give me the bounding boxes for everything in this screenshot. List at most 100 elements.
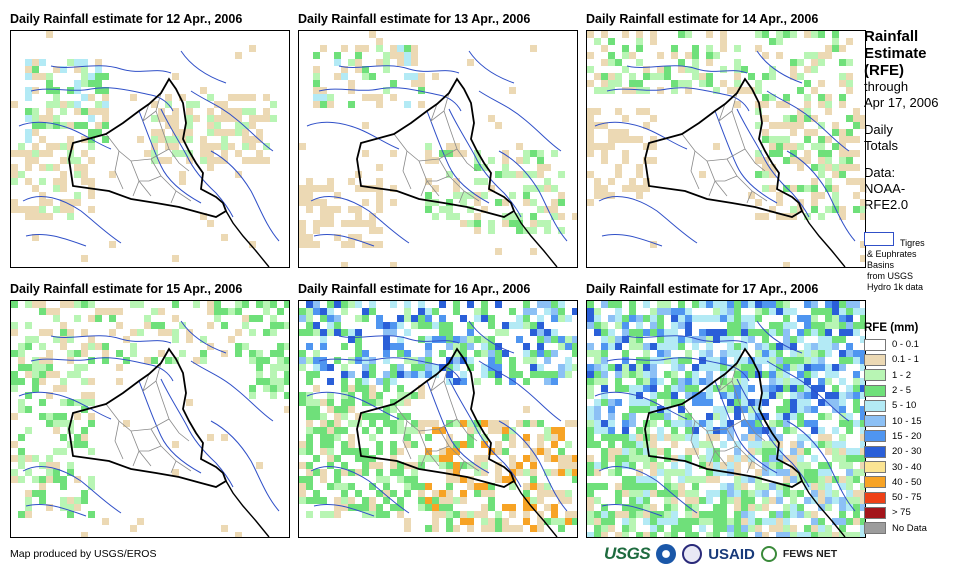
rainfall-cell: [67, 143, 74, 150]
rainfall-cell: [643, 399, 650, 406]
rainfall-cell: [397, 462, 404, 469]
rainfall-cell: [804, 364, 811, 371]
rainfall-cell: [797, 108, 804, 115]
rainfall-cell: [362, 371, 369, 378]
rainfall-cell: [713, 87, 720, 94]
rainfall-cell: [832, 192, 839, 199]
rainfall-cell: [678, 518, 685, 525]
rainfall-cell: [685, 385, 692, 392]
basin-boundary: [50, 65, 172, 74]
rainfall-cell: [481, 308, 488, 315]
rainfall-cell: [320, 308, 327, 315]
rainfall-cell: [853, 322, 860, 329]
rainfall-cell: [53, 420, 60, 427]
rainfall-cell: [797, 420, 804, 427]
rainfall-cell: [762, 136, 769, 143]
rainfall-cell: [825, 469, 832, 476]
rainfall-cell: [551, 490, 558, 497]
basin-boundary: [22, 465, 122, 514]
rainfall-cell: [411, 476, 418, 483]
rainfall-cell: [460, 343, 467, 350]
rainfall-cell: [502, 504, 509, 511]
rainfall-cell: [481, 164, 488, 171]
rainfall-cell: [636, 164, 643, 171]
rainfall-cell: [32, 371, 39, 378]
rainfall-cell: [825, 448, 832, 455]
rainfall-cell: [362, 497, 369, 504]
rainfall-cell: [860, 255, 865, 262]
rainfall-cell: [769, 164, 776, 171]
rainfall-cell: [425, 178, 432, 185]
rainfall-cell: [67, 59, 74, 66]
rainfall-cell: [411, 322, 418, 329]
rainfall-cell: [818, 504, 825, 511]
rainfall-cell: [853, 511, 860, 518]
rainfall-cell: [446, 206, 453, 213]
rainfall-cell: [390, 448, 397, 455]
rainfall-cell: [516, 213, 523, 220]
rainfall-cell: [341, 301, 348, 308]
rainfall-cell: [509, 462, 516, 469]
rainfall-cell: [811, 490, 818, 497]
rainfall-cell: [727, 434, 734, 441]
rainfall-cell: [130, 525, 137, 532]
rainfall-cell: [615, 301, 622, 308]
rainfall-cell: [615, 448, 622, 455]
rainfall-cell: [509, 434, 516, 441]
rainfall-cell: [755, 213, 762, 220]
rainfall-cell: [558, 199, 565, 206]
rainfall-cell: [720, 420, 727, 427]
rainfall-cell: [67, 206, 74, 213]
rainfall-cell: [565, 469, 572, 476]
rainfall-cell: [643, 364, 650, 371]
rainfall-cell: [629, 52, 636, 59]
rainfall-cell: [411, 469, 418, 476]
rainfall-cell: [481, 518, 488, 525]
rainfall-cell: [769, 469, 776, 476]
rainfall-cell: [341, 45, 348, 52]
rainfall-cell: [320, 220, 327, 227]
rainfall-cell: [376, 441, 383, 448]
rainfall-cell: [60, 329, 67, 336]
rainfall-cell: [797, 511, 804, 518]
rainfall-cell: [551, 315, 558, 322]
rainfall-cell: [67, 157, 74, 164]
rainfall-cell: [439, 462, 446, 469]
rainfall-cell: [608, 413, 615, 420]
rainfall-cell: [348, 497, 355, 504]
rainfall-cell: [741, 66, 748, 73]
rainfall-cell: [207, 322, 214, 329]
rainfall-cell: [509, 87, 516, 94]
rainfall-cell: [369, 420, 376, 427]
basin-boundary: [606, 357, 750, 382]
rainfall-cell: [720, 315, 727, 322]
legend-item: 0.1 - 1: [864, 352, 964, 367]
rainfall-cell: [699, 329, 706, 336]
rainfall-cell: [748, 441, 755, 448]
rainfall-cell: [481, 178, 488, 185]
rainfall-cell: [137, 301, 144, 308]
rainfall-cell: [74, 399, 81, 406]
basin-boundary: [714, 110, 778, 204]
province-boundary: [726, 428, 768, 472]
rainfall-cell: [390, 406, 397, 413]
rainfall-cell: [727, 462, 734, 469]
rainfall-cell: [629, 518, 636, 525]
rainfall-cell: [383, 420, 390, 427]
rainfall-cell: [587, 80, 594, 87]
rainfall-cell: [46, 164, 53, 171]
province-boundary: [170, 460, 177, 474]
rainfall-cell: [74, 364, 81, 371]
rainfall-cells: [587, 31, 865, 267]
rainfall-cell: [608, 406, 615, 413]
rainfall-cell: [860, 413, 865, 420]
rainfall-cell: [123, 336, 130, 343]
basin-boundary: [756, 320, 803, 354]
rainfall-cell: [46, 150, 53, 157]
rainfall-cell: [404, 441, 411, 448]
rainfall-cell: [193, 357, 200, 364]
rainfall-cell: [341, 406, 348, 413]
rainfall-cell: [390, 364, 397, 371]
rainfall-cell: [334, 301, 341, 308]
rainfall-cell: [537, 329, 544, 336]
